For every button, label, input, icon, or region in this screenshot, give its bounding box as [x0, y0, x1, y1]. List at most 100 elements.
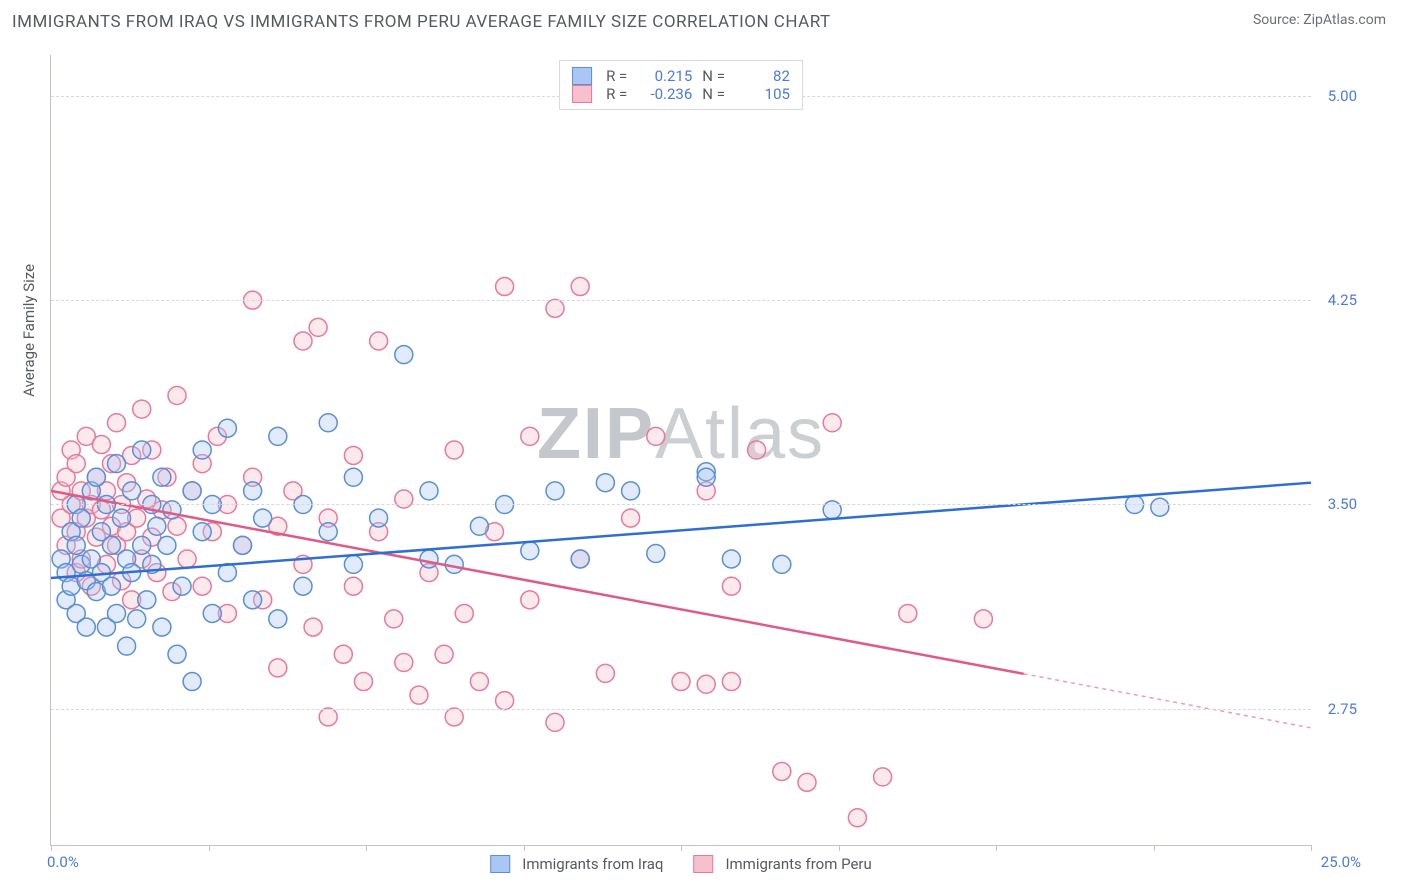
peru-point: [798, 773, 816, 791]
scatter-svg: [51, 55, 1311, 845]
legend-item-iraq: Immigrants from Iraq: [490, 855, 663, 873]
iraq-point: [596, 474, 614, 492]
peru-point: [435, 645, 453, 663]
x-tick: [1311, 845, 1312, 851]
peru-point: [385, 610, 403, 628]
iraq-point: [158, 536, 176, 554]
source-link[interactable]: ZipAtlas.com: [1303, 12, 1386, 28]
x-tick: [51, 845, 52, 851]
grid-line: [51, 504, 1311, 505]
iraq-point: [123, 482, 141, 500]
peru-point: [108, 414, 126, 432]
iraq-point: [118, 637, 136, 655]
peru-point: [168, 517, 186, 535]
peru-trend-line-extrapolated: [1024, 674, 1311, 728]
iraq-point: [183, 673, 201, 691]
iraq-point: [77, 618, 95, 636]
iraq-point: [168, 645, 186, 663]
iraq-point: [193, 523, 211, 541]
iraq-swatch-icon: [490, 855, 510, 873]
peru-point: [722, 577, 740, 595]
peru-point: [67, 455, 85, 473]
peru-point: [874, 768, 892, 786]
peru-point: [370, 332, 388, 350]
r-label: R =: [606, 67, 627, 85]
iraq-point: [254, 509, 272, 527]
y-axis-label: Average Family Size: [20, 264, 38, 397]
iraq-point: [72, 509, 90, 527]
iraq-point: [773, 555, 791, 573]
peru-point: [309, 318, 327, 336]
n-label: N =: [702, 67, 725, 85]
iraq-point: [133, 536, 151, 554]
peru-point: [496, 692, 514, 710]
iraq-point: [102, 577, 120, 595]
iraq-point: [138, 591, 156, 609]
peru-point: [445, 708, 463, 726]
iraq-point: [153, 468, 171, 486]
y-tick-label: 3.50: [1317, 495, 1357, 513]
iraq-point: [193, 441, 211, 459]
iraq-point: [67, 536, 85, 554]
iraq-point: [622, 482, 640, 500]
iraq-point: [269, 427, 287, 445]
iraq-point: [183, 482, 201, 500]
peru-point: [748, 441, 766, 459]
source-attribution: Source: ZipAtlas.com: [1253, 12, 1386, 28]
iraq-swatch: [572, 67, 592, 85]
peru-point: [470, 673, 488, 691]
iraq-point: [470, 517, 488, 535]
peru-point: [410, 686, 428, 704]
peru-swatch: [572, 85, 592, 103]
y-tick-label: 5.00: [1317, 87, 1357, 105]
legend-row-peru: R = -0.236 N = 105: [572, 85, 790, 103]
source-prefix: Source:: [1253, 12, 1303, 28]
iraq-point: [108, 604, 126, 622]
iraq-point: [1151, 498, 1169, 516]
iraq-point: [108, 455, 126, 473]
x-axis-max-label: 25.0%: [1321, 853, 1361, 871]
peru-point: [193, 577, 211, 595]
iraq-point: [697, 468, 715, 486]
peru-point: [823, 414, 841, 432]
iraq-point: [722, 550, 740, 568]
peru-point: [319, 708, 337, 726]
peru-point: [672, 673, 690, 691]
peru-point: [521, 591, 539, 609]
x-tick: [1154, 845, 1155, 851]
series-legend: Immigrants from Iraq Immigrants from Per…: [490, 855, 872, 873]
y-tick-label: 2.75: [1317, 700, 1357, 718]
iraq-n-value: 82: [735, 67, 790, 85]
iraq-point: [102, 536, 120, 554]
iraq-point: [344, 468, 362, 486]
peru-n-value: 105: [735, 85, 790, 103]
chart-container: Average Family Size R = 0.215 N = 82 R =…: [50, 55, 1356, 845]
x-tick: [839, 845, 840, 851]
iraq-point: [133, 441, 151, 459]
iraq-series-label: Immigrants from Iraq: [522, 855, 663, 873]
x-tick: [681, 845, 682, 851]
peru-point: [546, 713, 564, 731]
iraq-point: [420, 550, 438, 568]
r-label: R =: [606, 85, 627, 103]
x-tick: [996, 845, 997, 851]
iraq-point: [370, 509, 388, 527]
peru-point: [304, 618, 322, 636]
peru-point: [974, 610, 992, 628]
iraq-point: [269, 610, 287, 628]
x-tick: [366, 845, 367, 851]
header: IMMIGRANTS FROM IRAQ VS IMMIGRANTS FROM …: [0, 0, 1406, 32]
iraq-point: [344, 555, 362, 573]
iraq-point: [87, 468, 105, 486]
correlation-legend: R = 0.215 N = 82 R = -0.236 N = 105: [559, 60, 803, 110]
iraq-point: [319, 414, 337, 432]
plot-area: R = 0.215 N = 82 R = -0.236 N = 105 ZIPA…: [50, 55, 1311, 846]
iraq-point: [294, 577, 312, 595]
iraq-r-value: 0.215: [637, 67, 692, 85]
peru-point: [848, 809, 866, 827]
peru-point: [546, 299, 564, 317]
peru-point: [496, 278, 514, 296]
legend-row-iraq: R = 0.215 N = 82: [572, 67, 790, 85]
iraq-point: [420, 482, 438, 500]
peru-point: [521, 427, 539, 445]
